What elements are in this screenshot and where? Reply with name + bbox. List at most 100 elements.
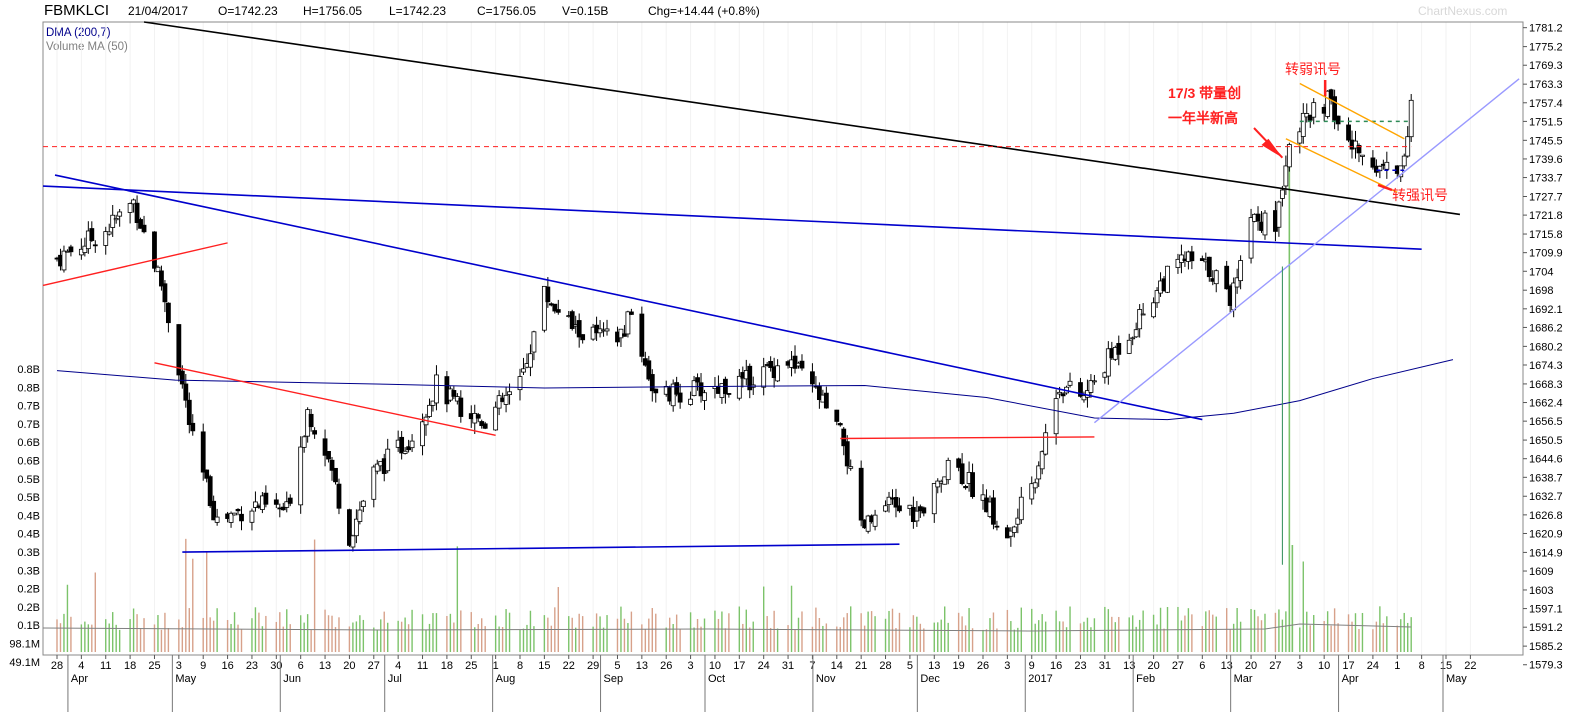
- time-tick-label: 20: [1245, 660, 1257, 672]
- month-label: Nov: [816, 673, 836, 685]
- candle-up: [284, 501, 290, 508]
- price-tick-label: 1721.8: [1529, 210, 1563, 222]
- candle-up: [1133, 329, 1139, 338]
- open-label: O=1742.23: [218, 4, 278, 18]
- volume-tick-label: 0.2B: [17, 602, 40, 614]
- candle-down: [639, 313, 645, 357]
- candle-up: [1018, 496, 1024, 521]
- candle-up: [232, 512, 237, 516]
- candlesticks[interactable]: [54, 88, 1414, 552]
- candle-down: [810, 371, 815, 385]
- candle-down: [698, 382, 704, 397]
- candle-down: [921, 507, 927, 514]
- time-tick-label: 22: [1464, 660, 1476, 672]
- candle-up: [1360, 154, 1365, 157]
- volume-tick-label: 0.5B: [17, 474, 40, 486]
- candle-up: [907, 504, 913, 509]
- candle-up: [253, 501, 258, 508]
- time-tick-label: 27: [1269, 660, 1281, 672]
- candle-down: [695, 377, 700, 383]
- candle-up: [872, 514, 878, 527]
- candle-down: [747, 365, 753, 391]
- volume-tick-label: 0.3B: [17, 565, 40, 577]
- time-tick-label: 11: [417, 660, 428, 672]
- candle-up: [1283, 165, 1289, 187]
- red-trend-line-left: [42, 242, 228, 287]
- candle-down: [176, 324, 182, 376]
- candle-up: [531, 331, 537, 353]
- time-tick-label: 6: [298, 660, 304, 672]
- strong-signal-annotation: 转强讯号: [1392, 187, 1448, 203]
- candle-down: [239, 513, 244, 522]
- time-tick-label: 28: [51, 660, 63, 672]
- volume-tick-label: 0.5B: [17, 492, 40, 504]
- candle-up: [1067, 380, 1073, 386]
- candle-up: [298, 446, 304, 506]
- candle-down: [1189, 251, 1195, 262]
- candle-up: [214, 516, 220, 523]
- candle-down: [347, 509, 352, 546]
- candle-up: [228, 512, 234, 523]
- volume-tick-label: 49.1M: [9, 657, 40, 669]
- candle-down: [152, 231, 157, 269]
- candle-down: [263, 492, 269, 505]
- candle-down: [1255, 213, 1261, 222]
- price-tick-label: 1757.4: [1529, 98, 1563, 110]
- candle-down: [322, 438, 328, 456]
- candle-down: [235, 508, 241, 512]
- candle-up: [1137, 309, 1143, 330]
- candle-up: [688, 398, 693, 405]
- time-tick-label: 10: [709, 660, 721, 672]
- legend-volume-ma: Volume MA (50): [46, 41, 128, 53]
- candle-up: [914, 510, 920, 522]
- chart-legend: DMA (200,7) Volume MA (50): [46, 26, 128, 54]
- date-label: 21/04/2017: [128, 4, 189, 18]
- candle-up: [1279, 189, 1285, 199]
- weak-signal-annotation: 转弱讯号: [1285, 61, 1341, 77]
- time-tick-label: 24: [758, 660, 770, 672]
- price-tick-label: 1662.4: [1529, 398, 1563, 410]
- blue-resistance-line-upper: [42, 185, 1422, 250]
- uptrend-support-line: [1093, 78, 1520, 424]
- time-tick-label: 13: [319, 660, 331, 672]
- candle-down: [186, 399, 192, 425]
- time-tick-label: 18: [441, 660, 453, 672]
- candle-down: [308, 413, 314, 428]
- price-tick-label: 1698: [1529, 285, 1553, 297]
- candle-up: [427, 404, 432, 417]
- candle-up: [541, 285, 547, 331]
- candle-up: [1126, 339, 1132, 354]
- price-tick-label: 1775.2: [1529, 42, 1563, 54]
- dma-200-line: [56, 359, 1454, 421]
- candle-up: [1008, 530, 1014, 537]
- price-tick-label: 1638.7: [1529, 472, 1563, 484]
- price-tick-label: 1609: [1529, 566, 1553, 578]
- candle-up: [1311, 102, 1317, 118]
- candle-up: [761, 366, 767, 388]
- candle-up: [1043, 432, 1049, 455]
- candle-down: [287, 497, 293, 504]
- price-tick-label: 1733.7: [1529, 173, 1563, 185]
- candle-up: [1057, 391, 1062, 395]
- low-label: L=1742.23: [389, 4, 447, 18]
- candle-up: [493, 406, 499, 431]
- candle-up: [886, 496, 892, 506]
- candle-down: [1332, 96, 1338, 121]
- candle-up: [1276, 201, 1282, 228]
- price-tick-label: 1656.5: [1529, 416, 1563, 428]
- candle-up: [1297, 131, 1303, 144]
- price-tick-label: 1650.5: [1529, 435, 1563, 447]
- price-tick-label: 1668.3: [1529, 379, 1563, 391]
- candle-down: [580, 334, 586, 341]
- volume-tick-label: 0.7B: [17, 419, 40, 431]
- candle-up: [1234, 277, 1240, 288]
- candle-down: [653, 388, 659, 394]
- time-tick-label: 9: [200, 660, 206, 672]
- volume-tick-label: 0.7B: [17, 401, 40, 413]
- month-label: 2017: [1028, 673, 1052, 685]
- candle-down: [200, 431, 206, 473]
- time-tick-label: 3: [1004, 660, 1010, 672]
- blue-downtrend-line: [54, 174, 1203, 421]
- candle-up: [931, 483, 937, 515]
